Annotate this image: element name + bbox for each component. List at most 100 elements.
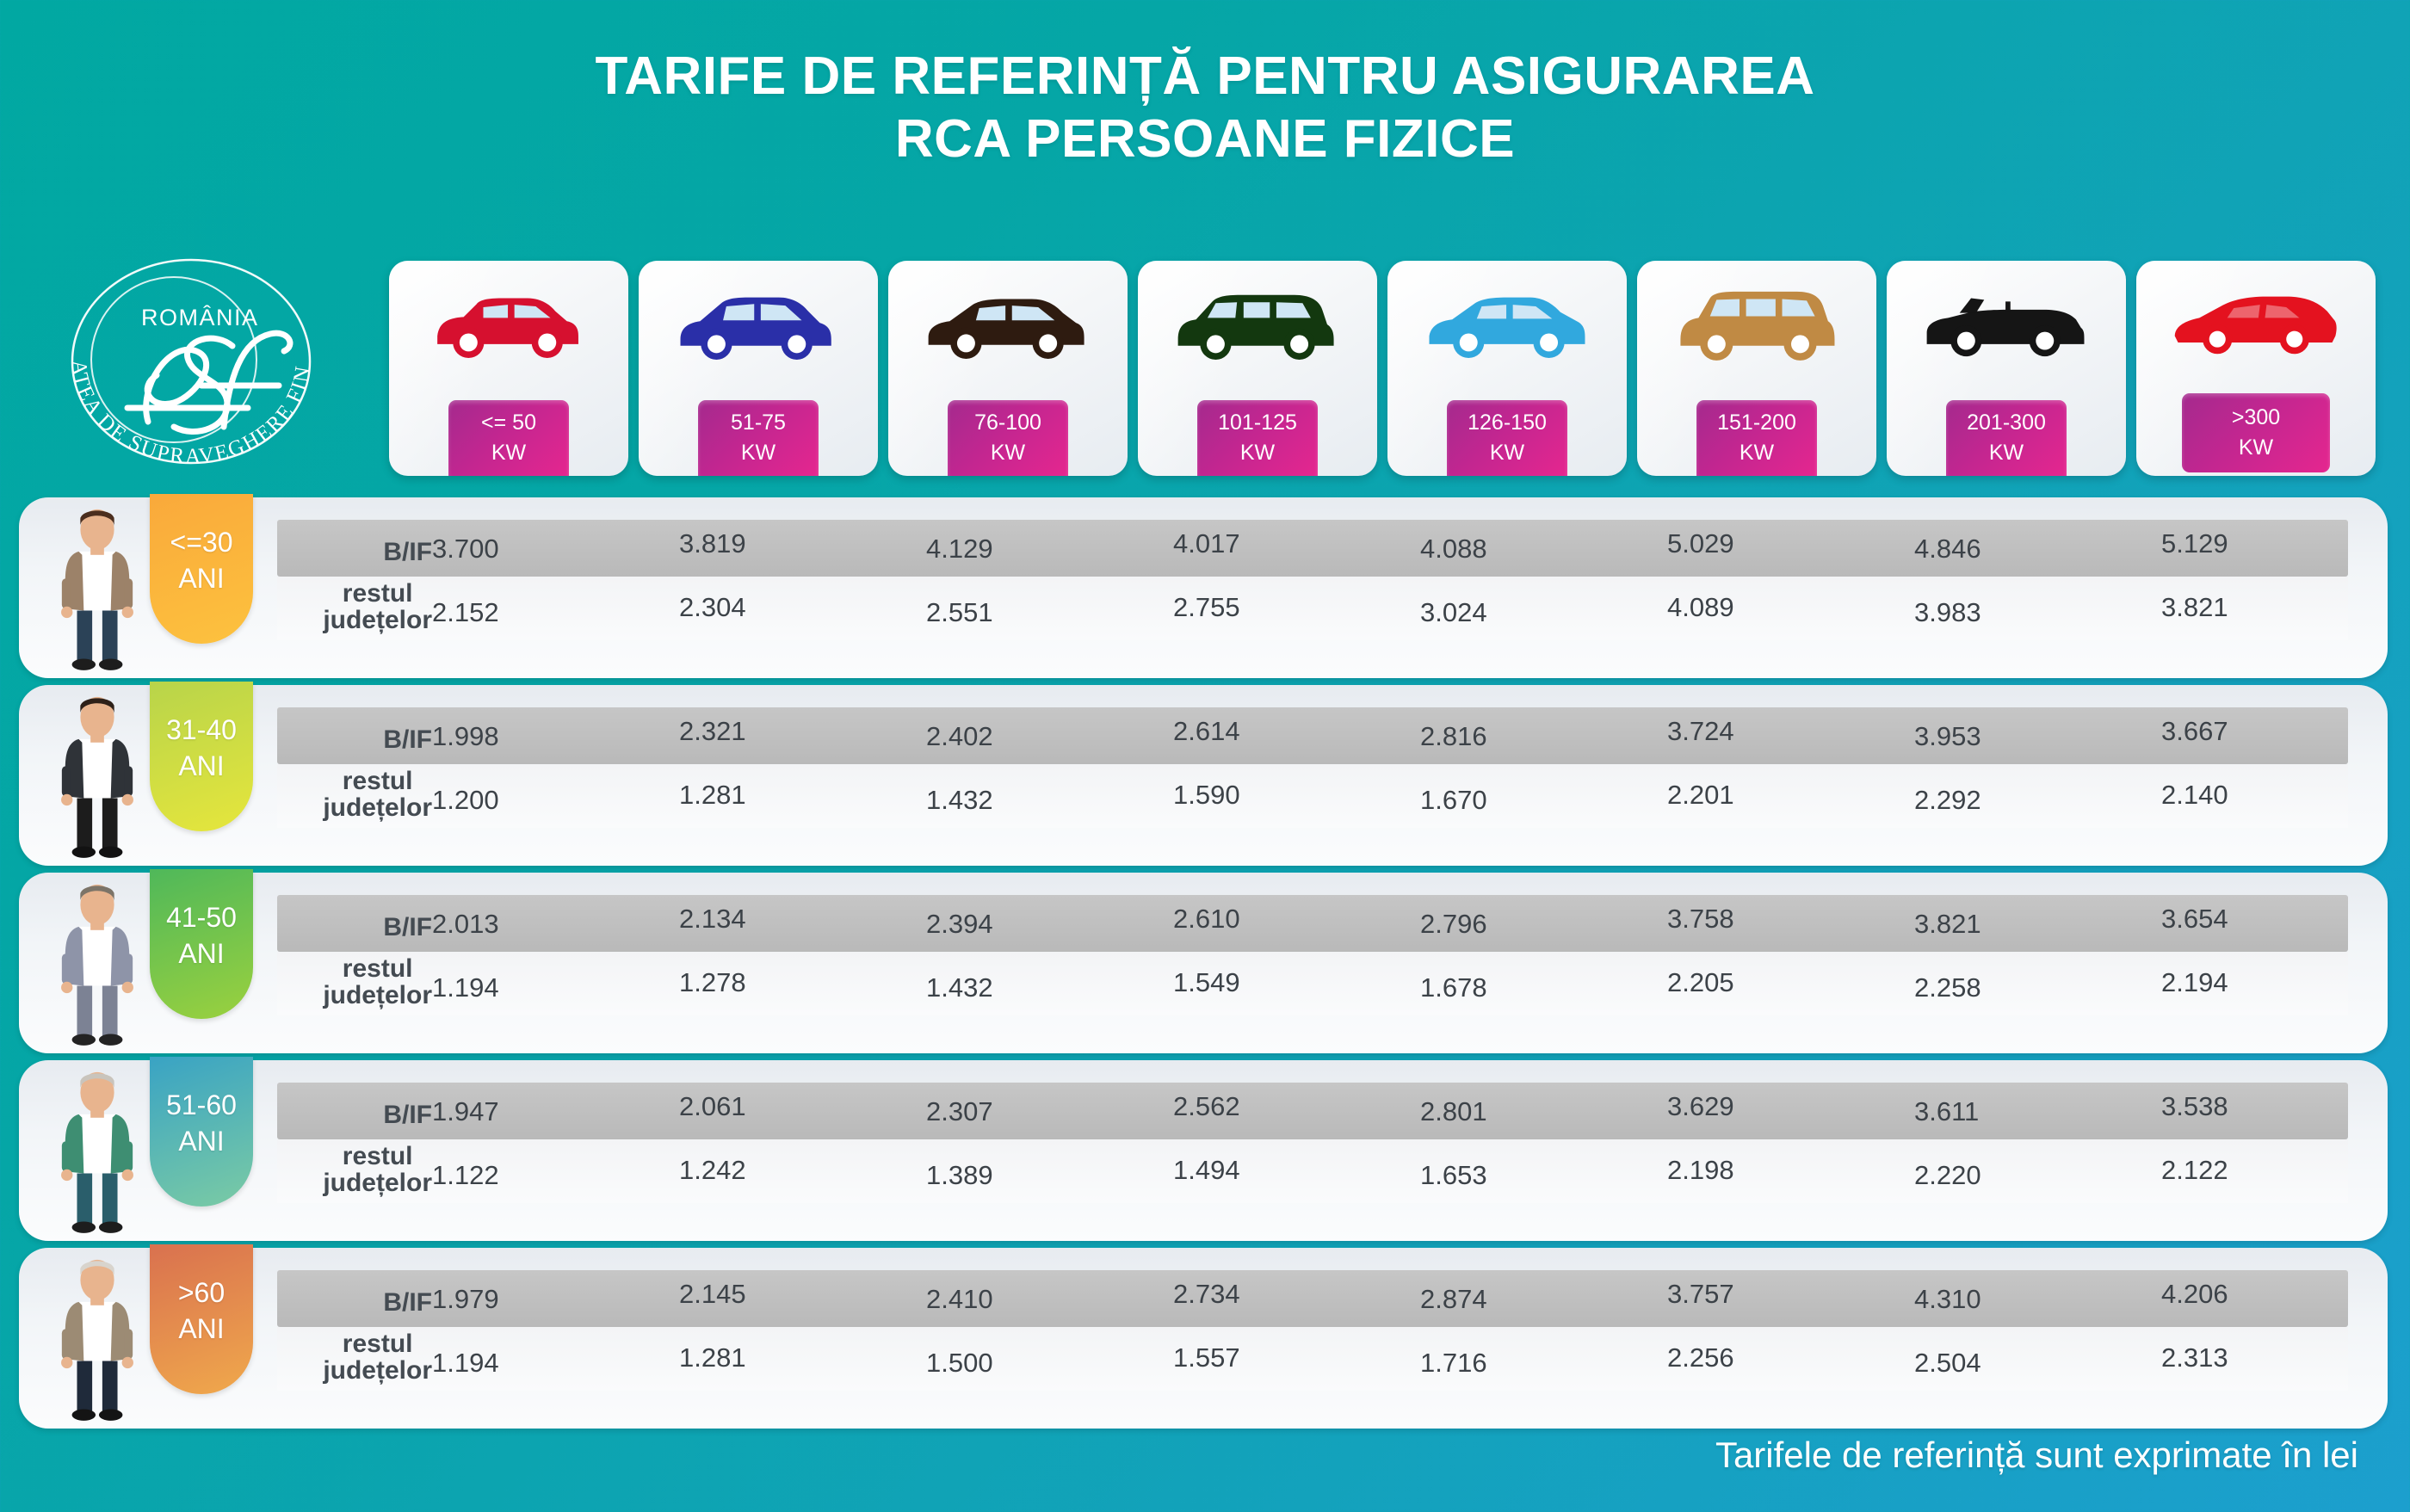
power-class-card-8[interactable]: >300 KW <box>2136 261 2376 476</box>
row-label-rest-line2: județelor <box>323 1169 432 1197</box>
rate-cell-rest: 2.551 <box>926 597 993 627</box>
row-label-bif: B/IF <box>383 538 432 567</box>
rate-cell-bif: 3.724 <box>1667 716 1734 746</box>
bif-band <box>277 895 2348 952</box>
power-range-unit: KW <box>491 441 527 465</box>
rate-cell-rest: 2.140 <box>2161 780 2228 810</box>
rate-cell-rest: 1.389 <box>926 1160 993 1190</box>
rate-cell-bif: 2.321 <box>679 716 746 746</box>
rate-cell-bif: 3.700 <box>432 534 499 564</box>
rate-cell-bif: 2.796 <box>1420 909 1487 939</box>
rate-cell-bif: 3.654 <box>2161 904 2228 934</box>
suv-car-icon <box>1637 276 1876 373</box>
age-badge-unit: ANI <box>178 938 225 969</box>
rate-cell-bif: 1.998 <box>432 721 499 751</box>
row-label-rest: restul județelor <box>277 1325 432 1389</box>
power-range-badge-3: 76-100 KW <box>948 400 1068 476</box>
rate-cell-bif: 2.562 <box>1173 1091 1240 1121</box>
page-title: TARIFE DE REFERINȚĂ PENTRU ASIGURAREA RC… <box>0 45 2410 170</box>
rest-band <box>277 1139 2348 1203</box>
convertible-car-icon <box>1887 276 2126 373</box>
rate-cell-rest: 1.549 <box>1173 967 1240 997</box>
age-badge-range: 31-40 <box>166 714 237 746</box>
page-title-line-2: RCA PERSOANE FIZICE <box>894 109 1516 170</box>
rate-cell-bif: 3.538 <box>2161 1091 2228 1121</box>
rate-cell-rest: 1.194 <box>432 1348 499 1378</box>
power-range-badge-8: >300 KW <box>2182 393 2330 472</box>
rate-cell-rest: 1.678 <box>1420 972 1487 1003</box>
rate-cell-rest: 2.258 <box>1914 972 1981 1003</box>
power-range-unit: KW <box>1988 441 2024 465</box>
rate-cell-rest: 2.304 <box>679 592 746 622</box>
bif-values: 1.998 2.321 2.402 2.614 2.816 3.724 3.953 3.667 <box>432 707 2410 764</box>
power-range-unit: KW <box>1239 441 1276 465</box>
power-class-card-5[interactable]: 126-150 KW <box>1387 261 1627 476</box>
man-with-glasses-icon <box>46 879 148 1048</box>
power-class-card-3[interactable]: 76-100 KW <box>888 261 1128 476</box>
row-label-rest-line1: restul <box>342 766 413 795</box>
bif-band <box>277 1270 2348 1327</box>
power-class-header: <= 50 KW 51-75 KW 76-100 KW 101-125 KW 126-150 KW… <box>389 261 2384 476</box>
rate-cell-rest: 2.313 <box>2161 1342 2228 1373</box>
rate-cell-bif: 3.758 <box>1667 904 1734 934</box>
bif-values: 1.947 2.061 2.307 2.562 2.801 3.629 3.611 3.538 <box>432 1083 2410 1139</box>
rate-cell-rest: 2.198 <box>1667 1155 1734 1185</box>
rate-cell-bif: 4.310 <box>1914 1284 1981 1314</box>
row-label-bif: B/IF <box>383 913 432 942</box>
rate-cell-rest: 1.500 <box>926 1348 993 1378</box>
row-label-rest: restul județelor <box>277 1138 432 1201</box>
rate-cell-rest: 1.716 <box>1420 1348 1487 1378</box>
age-badge-unit: ANI <box>178 1126 225 1157</box>
power-range-badge-4: 101-125 KW <box>1197 400 1318 476</box>
rate-cell-bif: 3.611 <box>1914 1096 1980 1126</box>
logo-country-text: ROMÂNIA <box>141 304 259 330</box>
power-range-value: >300 <box>2231 404 2281 429</box>
rate-cell-bif: 2.801 <box>1420 1096 1487 1126</box>
rate-cell-rest: 1.432 <box>926 785 993 815</box>
power-range-value: 126-150 <box>1468 410 1547 435</box>
minivan-car-icon <box>1138 276 1377 373</box>
age-badge-unit: ANI <box>178 1313 225 1344</box>
power-range-unit: KW <box>1739 441 1775 465</box>
rate-cell-rest: 2.504 <box>1914 1348 1981 1378</box>
bif-band <box>277 1083 2348 1139</box>
rate-cell-rest: 1.281 <box>679 1342 746 1373</box>
age-group-row-5: >60 ANI B/IF restul județelor 1.979 2.145 2.410… <box>19 1244 2388 1429</box>
power-class-card-6[interactable]: 151-200 KW <box>1637 261 1876 476</box>
asf-logo: AUTORITATEA DE SUPRAVEGHERE FINANCIARĂ R… <box>36 239 337 482</box>
rest-band <box>277 764 2348 828</box>
power-range-value: 101-125 <box>1218 410 1297 435</box>
power-range-unit: KW <box>2238 435 2274 460</box>
row-label-rest-line2: județelor <box>323 793 432 822</box>
rate-cell-bif: 2.614 <box>1173 716 1240 746</box>
age-group-row-2: 31-40 ANI B/IF restul județelor 1.998 2.321 2.4… <box>19 682 2388 866</box>
rate-cell-bif: 1.947 <box>432 1096 499 1126</box>
rate-cell-bif: 2.410 <box>926 1284 993 1314</box>
sportscar-icon <box>2136 276 2376 373</box>
power-class-card-1[interactable]: <= 50 KW <box>389 261 628 476</box>
age-badge-range: 51-60 <box>166 1089 237 1121</box>
row-label-bif: B/IF <box>383 1101 432 1130</box>
power-class-card-2[interactable]: 51-75 KW <box>639 261 878 476</box>
rate-cell-rest: 1.653 <box>1420 1160 1487 1190</box>
rate-cell-bif: 2.816 <box>1420 721 1487 751</box>
man-in-suit-icon <box>46 692 148 861</box>
row-label-rest-line2: județelor <box>323 606 432 634</box>
page-title-line-1: TARIFE DE REFERINȚĂ PENTRU ASIGURAREA <box>595 46 1815 106</box>
power-range-value: 51-75 <box>731 410 786 435</box>
power-class-card-4[interactable]: 101-125 KW <box>1138 261 1377 476</box>
age-group-row-4: 51-60 ANI B/IF restul județelor 1.947 2.061 2.3… <box>19 1057 2388 1241</box>
rate-cell-bif: 1.979 <box>432 1284 499 1314</box>
row-label-rest-line1: restul <box>342 953 413 983</box>
rate-cell-rest: 2.220 <box>1914 1160 1981 1190</box>
rate-cell-bif: 3.667 <box>2161 716 2228 746</box>
rate-cell-bif: 2.061 <box>679 1091 746 1121</box>
rate-cell-bif: 2.734 <box>1173 1279 1240 1309</box>
rate-cell-bif: 5.029 <box>1667 528 1734 559</box>
rate-cell-rest: 2.152 <box>432 597 499 627</box>
age-badge-4: 51-60 ANI <box>150 1057 253 1207</box>
power-class-card-7[interactable]: 201-300 KW <box>1887 261 2126 476</box>
age-badge-3: 41-50 ANI <box>150 869 253 1019</box>
row-label-rest-line1: restul <box>342 1329 413 1358</box>
row-label-rest-line2: județelor <box>323 1356 432 1385</box>
